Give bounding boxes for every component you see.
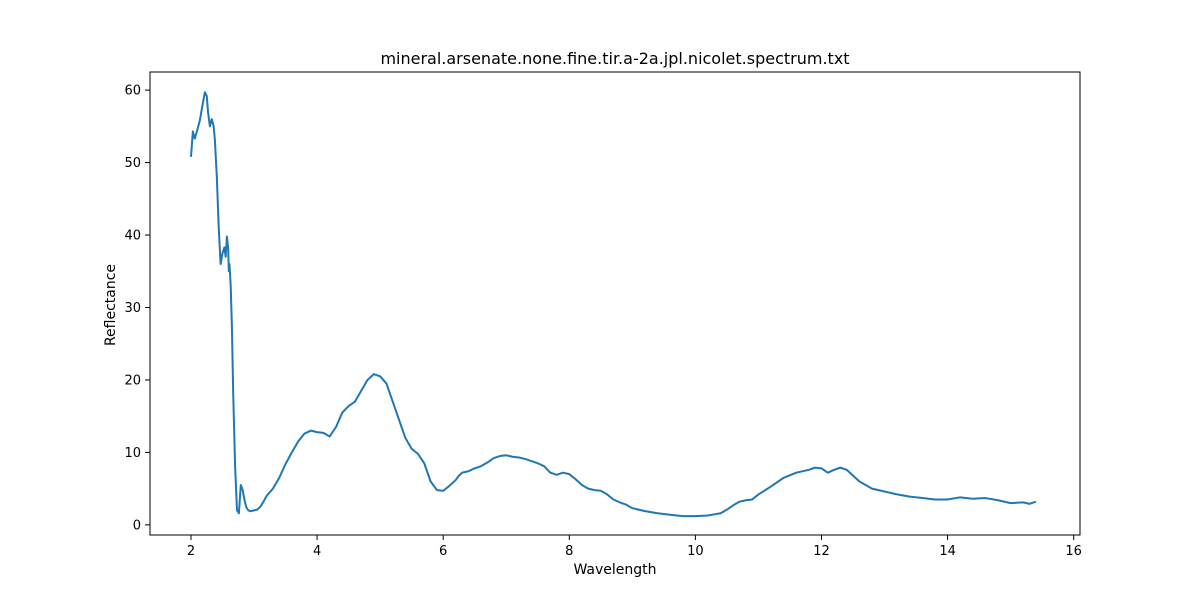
y-tick-label: 40 (124, 229, 141, 244)
plot-area: 2 4 6 8 10 12 14 16 0 10 20 30 40 50 60 (124, 71, 1082, 559)
plot-frame (149, 71, 1081, 536)
y-axis-label: Reflectance (103, 264, 119, 346)
x-tick-label: 10 (687, 544, 704, 559)
x-tick-label: 16 (1065, 544, 1082, 559)
x-axis-label: Wavelength (573, 562, 656, 578)
x-tick-label: 14 (939, 544, 956, 559)
y-tick-label: 50 (124, 156, 141, 171)
y-tick-label: 10 (124, 446, 141, 461)
y-tick-label: 0 (133, 518, 141, 533)
x-tick-label: 4 (313, 544, 321, 559)
y-tick-label: 20 (124, 373, 141, 388)
x-tick-label: 12 (813, 544, 830, 559)
chart-title: mineral.arsenate.none.fine.tir.a-2a.jpl.… (380, 49, 849, 68)
series-line-0 (189, 91, 1037, 518)
y-tick-label: 30 (124, 301, 141, 316)
x-tick-label: 6 (439, 544, 447, 559)
x-tick-label: 8 (565, 544, 573, 559)
y-tick-label: 60 (124, 84, 141, 99)
x-tick-label: 2 (187, 544, 195, 559)
